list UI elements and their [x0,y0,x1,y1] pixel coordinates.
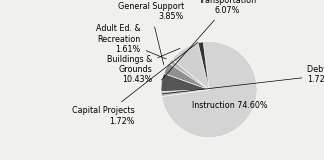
Text: Instruction 74.60%: Instruction 74.60% [192,101,268,110]
Text: Debt Service
1.72%: Debt Service 1.72% [162,64,324,94]
Text: Adult Ed. &
Recreation
1.61%: Adult Ed. & Recreation 1.61% [96,24,166,59]
Text: Capital Projects
1.72%: Capital Projects 1.72% [72,42,198,126]
Wedge shape [198,42,209,90]
Wedge shape [164,63,209,90]
Wedge shape [161,73,209,92]
Text: Transportation
6.07%: Transportation 6.07% [162,0,256,80]
Text: General Support
3.85%: General Support 3.85% [118,2,184,65]
Wedge shape [169,59,209,90]
Text: Buildings &
Grounds
10.43%: Buildings & Grounds 10.43% [107,48,180,84]
Wedge shape [172,43,209,90]
Wedge shape [161,90,209,97]
Wedge shape [162,42,257,138]
